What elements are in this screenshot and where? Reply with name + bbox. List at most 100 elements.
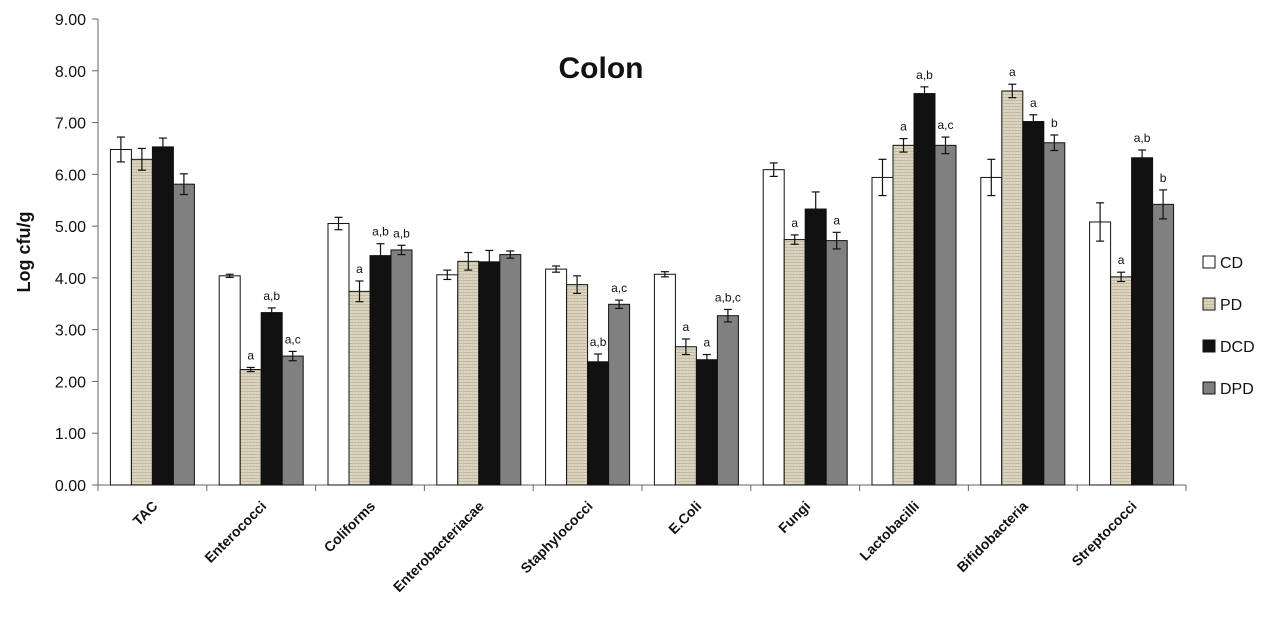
bar-pd [457,260,480,486]
x-tick-label: E.Coli [665,498,704,537]
y-tick-label: 8.00 [55,64,86,81]
significance-label: a,c [285,332,301,346]
bar-dpd [281,355,304,486]
error-bar [334,216,343,231]
bar-cd [545,268,568,486]
significance-label: a,c [611,281,627,295]
significance-label: a [683,320,690,334]
bar-pd [239,369,262,486]
error-bar [615,299,624,310]
error-bar [723,308,732,323]
significance-label: b [1051,116,1058,130]
y-tick-label: 1.00 [55,426,86,443]
bar-cd [436,274,459,486]
significance-label: a,b [263,289,280,303]
y-tick-label: 0.00 [55,478,86,495]
y-axis-label: Log cfu/g [14,212,34,293]
x-tick-label: Lactobacilli [856,498,922,564]
bar-cd [871,176,894,486]
y-tick-label: 2.00 [55,374,86,391]
legend-swatch-cd [1202,255,1216,269]
x-tick-label: Staphylococci [517,498,595,576]
significance-label: a,b [590,335,607,349]
significance-label: a [1118,253,1125,267]
bar-dpd [608,303,631,486]
legend-label: DPD [1220,381,1254,398]
x-tick-label: Fungi [775,498,813,536]
error-bar [769,162,778,178]
error-bar [1029,114,1038,129]
error-bar [790,234,799,245]
error-bar [116,136,125,163]
error-bar [681,338,690,356]
bar-pd [892,144,915,486]
bar-dcd [151,146,174,486]
significance-label: a [791,216,798,230]
error-bar [832,231,841,250]
error-bar [246,366,255,373]
significance-label: b [1160,171,1167,185]
bar-cd [1089,221,1112,486]
significance-label: a [704,336,711,350]
y-tick-label: 3.00 [55,323,86,340]
bar-pd [566,284,589,486]
y-tick-label: 7.00 [55,116,86,133]
error-bar [1050,134,1059,152]
significance-label: a [900,120,907,134]
error-bar [443,269,452,281]
error-bar [485,249,494,274]
legend-label: CD [1220,255,1243,272]
y-tick-label: 9.00 [55,12,86,29]
bar-dcd [1131,157,1154,486]
x-tick-label: Streptococci [1068,498,1139,569]
error-bar [594,353,603,371]
bar-cd [109,148,132,486]
error-bar [878,158,887,197]
x-tick-label: Coliforms [321,498,379,556]
error-bar [552,265,561,273]
error-bar [941,136,950,155]
y-tick-label: 4.00 [55,271,86,288]
error-bar [573,275,582,295]
bar-cd [653,273,676,486]
x-tick-label: Enterococci [201,498,269,566]
x-tick-label: Bifidobacteria [954,498,1031,575]
significance-label: a [833,213,840,227]
error-bar [920,86,929,101]
bar-dcd [260,312,283,486]
chart-title: Colon [559,52,644,85]
error-bar [1008,83,1017,99]
bar-pd [1110,276,1133,486]
bar-dpd [390,249,413,486]
error-bar [811,191,820,227]
legend-swatch-pd [1202,297,1216,311]
legend-swatch-dpd [1202,381,1216,395]
error-bar [506,250,515,259]
error-bar [899,138,908,153]
significance-label: a,b [916,68,933,82]
error-bar [1096,202,1105,242]
legend: CD PD DCD DPD [1202,255,1255,398]
bar-dcd [695,359,718,486]
bar-pd [1001,90,1024,486]
bar-dpd [716,315,739,486]
significance-label: a,b [393,226,410,240]
legend-label: DCD [1220,339,1255,356]
y-tick-label: 5.00 [55,219,86,236]
bar-dcd [804,208,827,486]
bar-cd [762,169,785,486]
error-bar [1117,271,1126,283]
y-tick-label: 6.00 [55,167,86,184]
bar-dcd [1022,121,1045,486]
error-bar [137,147,146,171]
error-bar [464,251,473,271]
error-bar [288,350,297,362]
bar-pd [783,239,806,486]
significance-label: a,b [372,225,389,239]
bar-dpd [1152,203,1175,486]
bar-dcd [913,93,936,486]
significance-label: a [247,348,254,362]
bar-cd [980,176,1003,486]
